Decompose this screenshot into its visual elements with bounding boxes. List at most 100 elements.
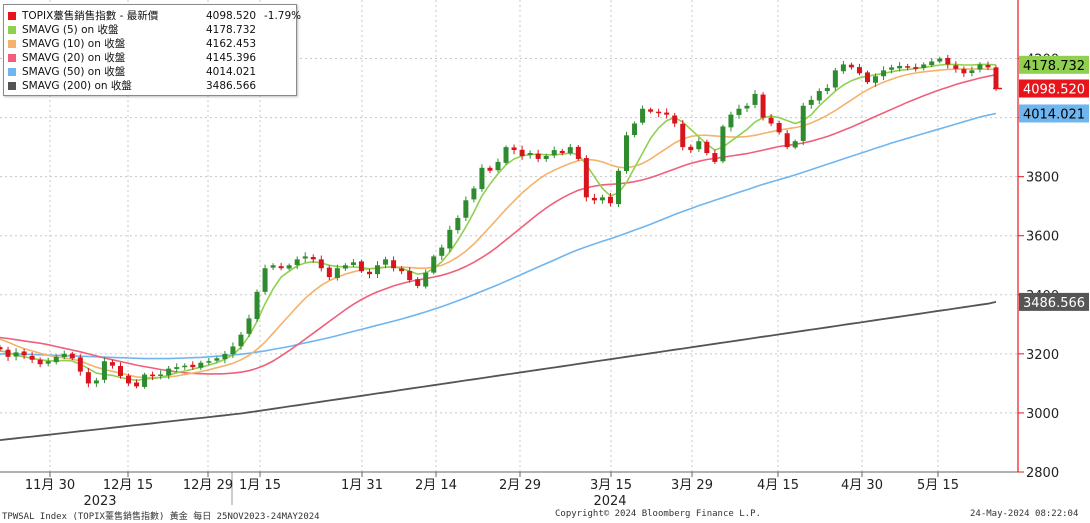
year-labels: 2023 2024 bbox=[83, 494, 626, 509]
candle-body bbox=[945, 57, 951, 65]
candle-body bbox=[736, 108, 742, 115]
candle-body bbox=[117, 365, 123, 377]
last-value-tag: 4098.520 bbox=[1019, 79, 1089, 98]
candle-body bbox=[728, 114, 734, 128]
candle-body bbox=[174, 367, 180, 369]
y-tick-label: 3000 bbox=[1026, 407, 1059, 422]
candle-body bbox=[632, 123, 638, 136]
candle-body bbox=[848, 64, 854, 68]
candle-body bbox=[439, 247, 445, 256]
x-tick-label: 4月 15 bbox=[757, 478, 799, 493]
candle-body bbox=[913, 67, 919, 69]
candle-body bbox=[744, 105, 750, 109]
candle-body bbox=[326, 267, 332, 278]
footer-timestamp: 24-May-2024 08:22:04 bbox=[970, 509, 1079, 519]
x-tick-label: 3月 15 bbox=[590, 478, 632, 493]
candle-body bbox=[776, 122, 782, 133]
candle-body bbox=[897, 65, 903, 69]
legend-row-price: TOPIX薹售銷售指數 - 最新價 4098.520 -1.79% bbox=[8, 9, 301, 23]
last-value-tag: 4178.732 bbox=[1019, 55, 1089, 74]
candle-body bbox=[93, 380, 99, 384]
candle-body bbox=[648, 109, 654, 112]
candle-body bbox=[134, 382, 140, 387]
x-tick-label: 5月 15 bbox=[917, 478, 959, 493]
candle-body bbox=[656, 111, 662, 114]
candle-body bbox=[495, 161, 501, 171]
sma10-swatch-icon bbox=[8, 40, 16, 48]
candle-body bbox=[881, 70, 887, 77]
candle-body bbox=[752, 93, 758, 105]
candle-body bbox=[77, 357, 83, 372]
sma200-swatch-icon bbox=[8, 82, 16, 90]
candle-body bbox=[366, 271, 372, 275]
candlesticks bbox=[0, 54, 1002, 389]
candle-body bbox=[479, 167, 485, 190]
candle-body bbox=[969, 70, 975, 74]
candle-body bbox=[463, 200, 469, 218]
candle-body bbox=[158, 374, 164, 377]
candle-body bbox=[824, 88, 830, 92]
x-tick-label: 3月 29 bbox=[671, 478, 713, 493]
legend-value: 3486.566 bbox=[206, 80, 257, 92]
candle-body bbox=[254, 291, 260, 320]
candle-body bbox=[792, 141, 798, 148]
candle-body bbox=[937, 58, 943, 62]
legend-row-sma200: SMAVG (200) on 收盤 3486.566 bbox=[8, 79, 294, 93]
sma50-swatch-icon bbox=[8, 68, 16, 76]
candle-body bbox=[712, 153, 718, 162]
candle-body bbox=[85, 372, 91, 384]
ma-line-10 bbox=[0, 68, 997, 379]
legend-change: -1.79% bbox=[264, 10, 302, 22]
x-tick-label: 12月 29 bbox=[183, 478, 233, 493]
candle-body bbox=[334, 268, 340, 278]
candle-body bbox=[511, 147, 517, 151]
y-tick-label: 3600 bbox=[1026, 230, 1059, 245]
candle-body bbox=[961, 69, 967, 74]
candle-body bbox=[768, 117, 774, 124]
candle-body bbox=[575, 146, 581, 159]
legend-label: SMAVG (5) on 收盤 bbox=[22, 24, 119, 36]
candle-body bbox=[29, 355, 35, 360]
x-tick-label: 1月 31 bbox=[341, 478, 383, 493]
candle-body bbox=[471, 188, 477, 200]
tag-text: 4014.021 bbox=[1023, 107, 1085, 122]
candle-body bbox=[599, 197, 605, 201]
candle-body bbox=[455, 218, 461, 231]
ma-line-50 bbox=[0, 112, 997, 360]
candle-body bbox=[720, 126, 726, 162]
candle-body bbox=[696, 141, 702, 150]
legend-value: 4178.732 bbox=[206, 24, 257, 36]
legend: TOPIX薹售銷售指數 - 最新價 4098.520 -1.79% SMAVG … bbox=[3, 4, 301, 96]
ma-line-200 bbox=[0, 301, 997, 441]
x-tick-label: 11月 30 bbox=[25, 478, 75, 493]
candle-body bbox=[816, 91, 822, 101]
legend-label: SMAVG (200) on 收盤 bbox=[22, 80, 132, 92]
tag-box bbox=[1019, 104, 1089, 123]
candle-body bbox=[929, 61, 935, 66]
candle-body bbox=[0, 347, 3, 350]
candle-body bbox=[519, 149, 525, 156]
tag-text: 4098.520 bbox=[1023, 83, 1085, 98]
candle-body bbox=[431, 256, 437, 273]
candle-body bbox=[905, 66, 911, 68]
candle-body bbox=[61, 353, 67, 358]
candle-body bbox=[238, 334, 244, 347]
legend-label: SMAVG (50) on 收盤 bbox=[22, 66, 126, 78]
candle-body bbox=[551, 150, 557, 156]
candle-body bbox=[270, 265, 276, 268]
candle-body bbox=[535, 153, 541, 159]
x-tick-label: 2月 29 bbox=[499, 478, 541, 493]
candle-body bbox=[302, 256, 308, 259]
candle-body bbox=[286, 265, 292, 269]
x-tick-label: 2月 14 bbox=[415, 478, 457, 493]
tag-box bbox=[1019, 292, 1089, 311]
candle-body bbox=[559, 150, 565, 154]
candle-body bbox=[198, 362, 204, 368]
grid-lines bbox=[0, 0, 1018, 473]
candle-body bbox=[921, 64, 927, 68]
candle-body bbox=[856, 67, 862, 74]
legend-row-sma5: SMAVG (5) on 收盤 4178.732 bbox=[8, 23, 294, 37]
candle-body bbox=[45, 361, 51, 364]
ma-line-20 bbox=[0, 73, 997, 375]
candle-body bbox=[977, 64, 983, 70]
